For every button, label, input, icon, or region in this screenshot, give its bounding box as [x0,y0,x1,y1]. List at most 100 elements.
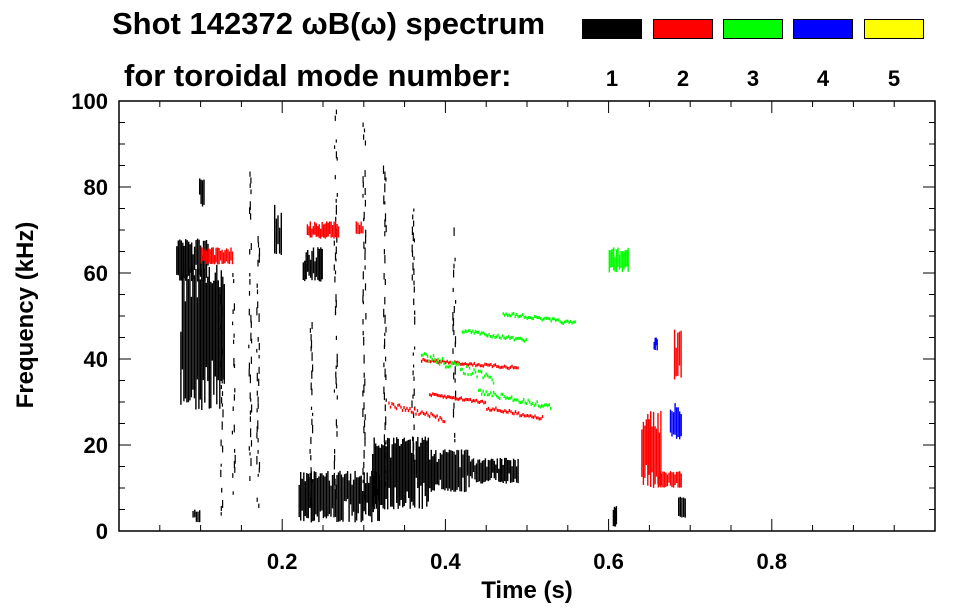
series-2-point [454,397,456,401]
series-1-point [411,244,413,253]
series-1-point [250,356,252,364]
series-1-point [249,273,251,277]
series-3-point [518,400,520,404]
series-1-point [248,446,250,451]
series-2-blob [673,329,682,380]
series-2-point [442,359,444,363]
series-1-point [452,348,454,354]
series-1-point [452,408,455,418]
series-1-point [413,424,415,430]
series-1-point [436,461,438,485]
series-1-point [257,450,259,454]
series-3-point [473,331,475,335]
y-tick-label: 20 [84,433,108,458]
series-1-point [335,300,337,308]
series-2-point [514,366,516,369]
series-1-point [363,128,366,133]
series-1-point [384,213,387,222]
series-1-point [457,450,460,488]
series-1-point [328,480,331,515]
series-2-point [509,365,512,369]
series-3-point [520,314,522,318]
series-1-point [413,268,415,275]
legend-label-mode-5: 5 [887,66,901,91]
series-1-point [383,273,385,280]
series-1-point [334,306,337,315]
series-1-point [327,471,329,517]
series-1-point [417,436,419,488]
series-1-point [421,437,423,509]
series-3-blob [608,247,629,273]
series-1-point [318,476,320,523]
series-1-blob [180,264,225,410]
series-2-point [391,402,393,406]
series-3-point [515,337,517,341]
series-3-point [483,374,486,378]
series-1-point [452,324,454,332]
series-2-point [665,472,667,487]
series-4-point [677,407,679,437]
series-1-point [193,275,196,399]
series-1-point [480,462,482,484]
series-2-point [523,414,526,418]
series-1-point [305,252,307,280]
series-2-point [512,366,515,370]
series-1-point [413,256,415,261]
series-1-point [679,496,681,517]
series-1-point [432,456,434,491]
series-2-point [430,394,432,398]
series-4-point [675,407,678,439]
series-1-point [362,330,364,336]
series-1-point [199,178,201,195]
series-1-point [192,510,194,518]
series-1-point [413,238,415,243]
series-1-point [309,473,311,479]
series-2-point [650,411,652,487]
series-3-point [533,404,535,408]
series-1-point [195,240,197,265]
series-3-point [498,336,501,340]
series-2-point [433,392,435,396]
series-1-point [258,503,260,509]
series-1-point [681,497,683,518]
series-2-point [463,362,465,366]
series-2-point [435,392,437,396]
series-1-point [365,313,367,320]
series-1-point [234,448,236,453]
series-1-blob [678,496,686,518]
series-1-point [309,497,311,507]
series-2-point [389,405,392,409]
series-2-point [474,399,476,403]
series-2-point [659,471,661,487]
series-2-point [463,398,466,402]
series-2-point [434,415,437,419]
series-3-point [479,332,481,336]
series-2-point [510,410,512,414]
series-2-point [308,226,310,236]
series-2-point [476,363,479,367]
series-2-point [425,411,428,415]
series-3-point [505,396,507,400]
series-3-point [538,316,540,320]
series-2-point [651,426,653,473]
series-3-point [521,400,523,404]
series-3-point [520,401,522,405]
series-3-point [523,398,525,402]
series-2-point [420,359,423,363]
series-1-point [430,449,432,492]
series-1-point [453,402,455,409]
series-1-point [335,383,338,389]
series-2-point [466,363,468,367]
series-3-point [494,392,496,396]
series-2-point [514,410,517,414]
series-1-point [311,322,313,330]
series-2-point [467,363,469,367]
series-1-point [333,474,335,518]
series-3-point [469,329,471,333]
series-1-point [298,484,300,518]
series-2-streak [429,392,487,405]
series-1-point [250,314,252,323]
series-3-point [478,388,480,392]
series-1-point [349,473,352,505]
series-1-point [474,465,476,480]
